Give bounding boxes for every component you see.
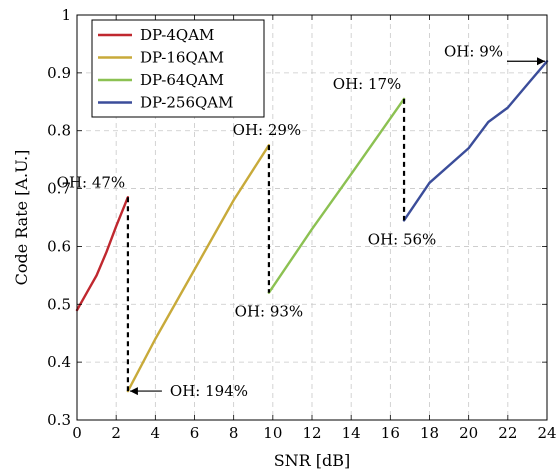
y-tick-label: 0.5 (47, 295, 71, 313)
annotation-label: OH: 47% (57, 173, 126, 191)
annotations: OH: 47% OH: 194% OH: 29% OH: 93% OH: 17% OH: … (57, 42, 545, 400)
x-tick-label: 16 (381, 424, 400, 442)
x-tick-label: 4 (151, 424, 161, 442)
transition-lines (126, 98, 406, 392)
x-tick-label: 2 (111, 424, 121, 442)
x-tick-label: 22 (498, 424, 517, 442)
x-axis-label: SNR [dB] (274, 451, 351, 470)
y-axis-label: Code Rate [A.U.] (12, 150, 31, 286)
annotation-label: OH: 9% (444, 42, 503, 60)
y-tick-label: 0.8 (47, 122, 71, 140)
series-line-dp-4qam (75, 195, 130, 312)
x-tick-label: 14 (342, 424, 361, 442)
legend-label: DP-256QAM (140, 94, 234, 112)
legend: DP-4QAM DP-16QAM DP-64QAM DP-256QAM (91, 19, 265, 118)
y-tick-label: 0.3 (47, 411, 71, 429)
series-line-dp-64qam (267, 97, 406, 294)
ticks: 0 2 4 6 8 10 12 14 16 18 20 22 240.30.40.50.60.70.80… (47, 6, 556, 442)
series-lines (75, 60, 549, 393)
annotation-label: OH: 93% (235, 303, 304, 321)
legend-label: DP-16QAM (140, 49, 224, 67)
y-tick-label: 0.7 (47, 180, 71, 198)
series-line-dp-16qam (126, 143, 271, 393)
y-tick-label: 0.9 (47, 64, 71, 82)
x-tick-label: 0 (72, 424, 82, 442)
legend-label: DP-4QAM (140, 26, 214, 44)
x-tick-label: 18 (420, 424, 439, 442)
legend-label: DP-64QAM (140, 71, 224, 89)
y-tick-label: 0.4 (47, 353, 71, 371)
annotation-arrowhead (129, 387, 138, 396)
annotation-label: OH: 194% (170, 382, 248, 400)
annotation-arrowhead (537, 57, 545, 66)
series-line-dp-256qam (402, 60, 549, 222)
x-tick-label: 10 (263, 424, 282, 442)
annotation-label: OH: 29% (233, 121, 302, 139)
x-tick-label: 20 (459, 424, 478, 442)
x-tick-label: 6 (190, 424, 200, 442)
y-tick-label: 0.6 (47, 237, 71, 255)
y-tick-label: 1 (61, 6, 71, 24)
annotation-label: OH: 17% (333, 75, 402, 93)
x-tick-label: 8 (229, 424, 239, 442)
x-tick-label: 24 (537, 424, 556, 442)
x-tick-label: 12 (302, 424, 321, 442)
annotation-label: OH: 56% (368, 230, 437, 248)
